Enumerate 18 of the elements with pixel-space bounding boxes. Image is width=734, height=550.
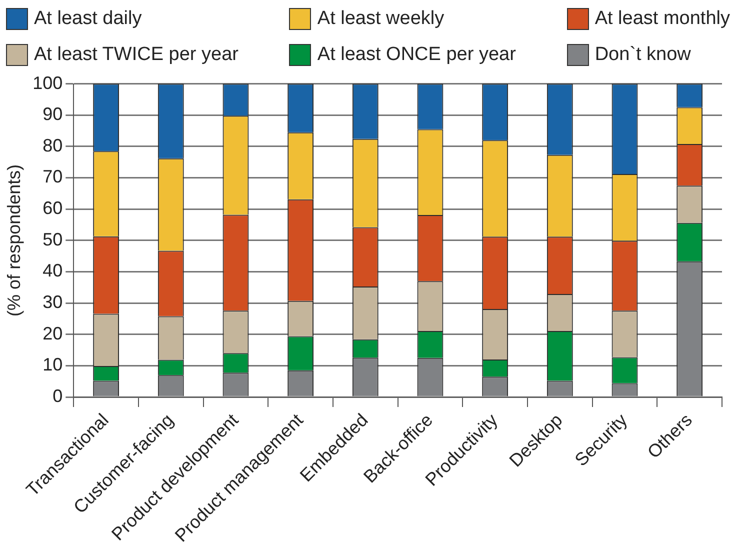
y-tick-label: 20 xyxy=(42,323,63,344)
y-tick-label: 80 xyxy=(42,135,63,156)
y-axis-title: (% of respondents) xyxy=(4,164,24,316)
legend-label: At least TWICE per year xyxy=(34,44,238,66)
legend-label: At least monthly xyxy=(594,8,730,30)
y-tick-label: 0 xyxy=(52,386,63,406)
y-tick-label: 70 xyxy=(42,166,63,187)
legend-label: At least weekly xyxy=(317,8,444,30)
y-tick-label: 100 xyxy=(32,72,63,93)
legend-label: At least ONCE per year xyxy=(317,44,516,66)
legend-label: Don`t know xyxy=(594,44,691,66)
y-tick-label: 60 xyxy=(42,198,63,218)
y-tick-label: 10 xyxy=(42,354,63,375)
y-tick-label: 40 xyxy=(42,260,63,281)
y-tick-label: 50 xyxy=(42,229,63,250)
y-tick-label: 90 xyxy=(42,104,63,124)
legend-label: At least daily xyxy=(34,8,142,30)
y-tick-label: 30 xyxy=(42,292,63,312)
